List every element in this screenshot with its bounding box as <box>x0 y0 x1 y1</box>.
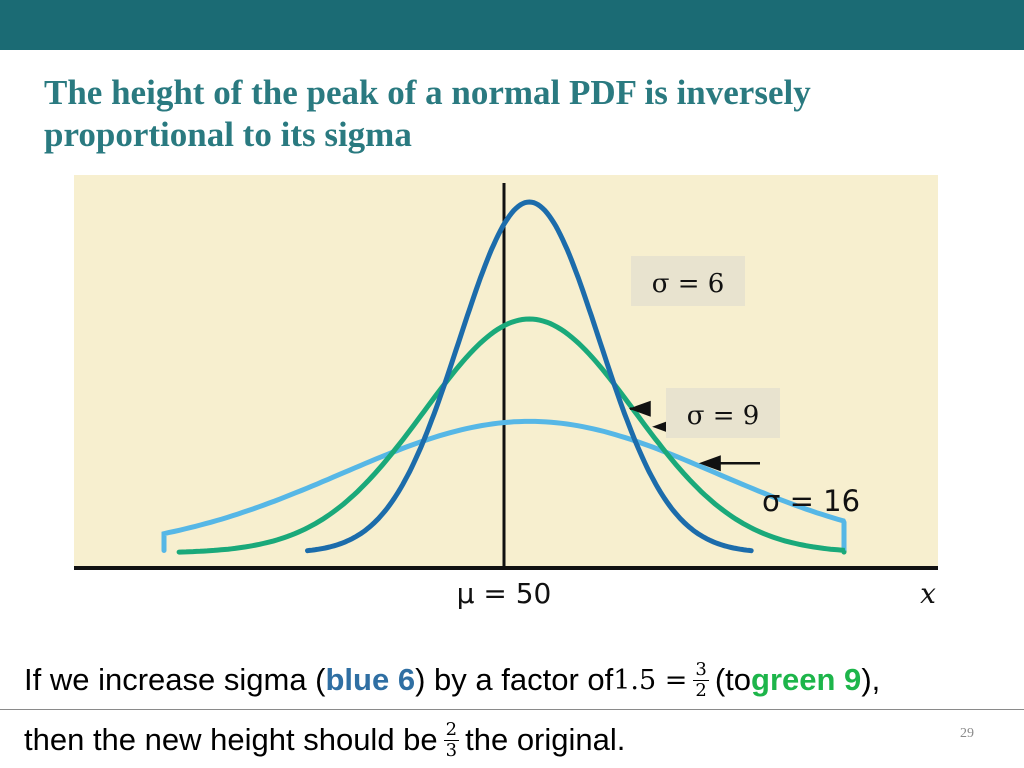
normal-pdf-chart: σ = 6 σ = 9 σ = 16 μ = 50 x <box>74 175 938 610</box>
label-sigma-6: σ = 6 <box>652 269 725 299</box>
label-sigma-16: σ = 16 <box>762 484 860 518</box>
caption-text: ), <box>861 662 881 697</box>
fraction-denominator: 2 <box>695 679 707 701</box>
caption-highlight-blue: blue 6 <box>325 662 416 697</box>
caption-highlight-green: green 9 <box>751 662 862 697</box>
curve-sigma-6 <box>305 199 754 554</box>
mean-label: μ = 50 <box>457 577 552 610</box>
arrowhead-sigma-6 <box>628 400 651 417</box>
curve-sigma-9 <box>176 316 847 555</box>
x-axis-label: x <box>920 577 936 610</box>
label-sigma-9: σ = 9 <box>687 401 760 431</box>
arrowhead-sigma-16 <box>698 455 721 472</box>
caption-text: then the new height should be <box>24 722 438 757</box>
top-banner <box>0 0 1024 50</box>
caption-line-2: then the new height should be 2 3 the or… <box>24 712 625 768</box>
caption-line-1: If we increase sigma ( blue 6 ) by a fac… <box>24 652 880 708</box>
fraction-numerator: 2 <box>443 718 460 741</box>
fraction-three-halves: 3 2 <box>693 658 709 701</box>
caption-text: ) by a factor of <box>415 662 614 697</box>
fraction-denominator: 3 <box>445 739 458 761</box>
fraction-numerator: 3 <box>693 658 709 681</box>
caption-text: If we increase sigma ( <box>24 662 326 697</box>
curve-sigma-16 <box>161 418 847 554</box>
caption-text: (to <box>714 662 752 697</box>
caption-text: the original. <box>465 722 626 757</box>
footer-divider <box>0 709 1024 710</box>
caption-math: 1.5 = <box>613 664 688 696</box>
fraction-two-thirds: 2 3 <box>443 718 460 761</box>
page-number: 29 <box>960 726 974 741</box>
slide-title: The height of the peak of a normal PDF i… <box>44 73 811 154</box>
label-box-sigma-9 <box>666 388 780 438</box>
label-box-sigma-6 <box>631 256 745 306</box>
